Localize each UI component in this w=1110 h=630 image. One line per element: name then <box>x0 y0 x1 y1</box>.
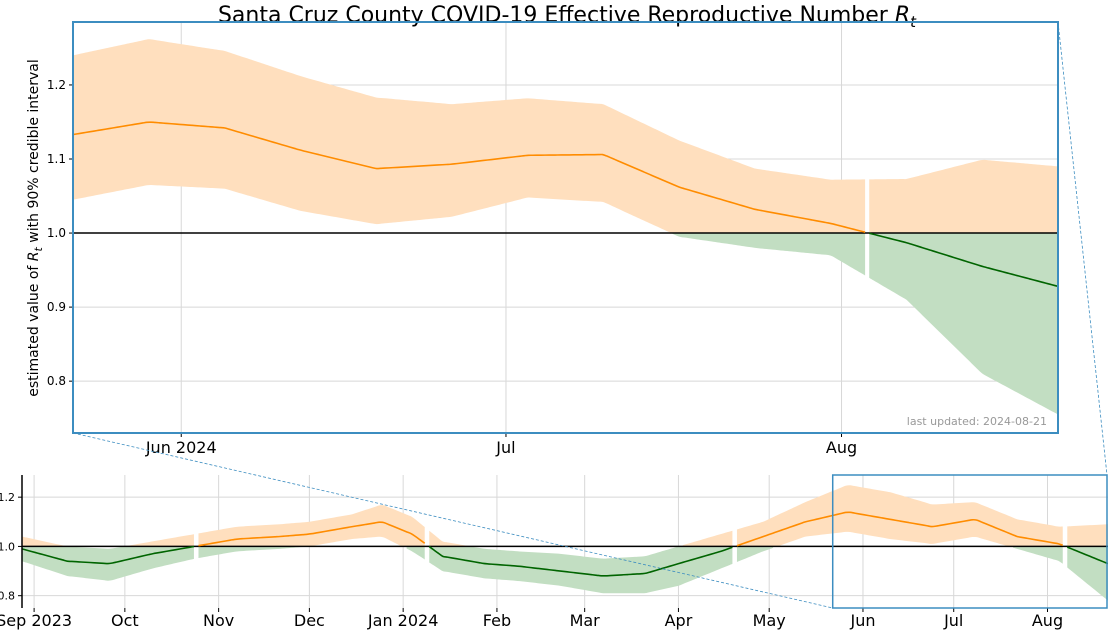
credible-band-lower <box>672 233 866 276</box>
x-tick-label: Aug <box>1032 611 1063 630</box>
x-tick-label: Jul <box>495 438 515 457</box>
zoom-connector-left <box>72 432 833 609</box>
credible-band-upper <box>429 530 470 547</box>
credible-band-lower <box>1012 546 1063 564</box>
credible-band-above <box>736 485 1063 547</box>
y-tick-label: 1.0 <box>0 540 15 553</box>
y-tick-label: 1.0 <box>47 226 66 240</box>
plot-frame <box>72 21 1059 434</box>
credible-band-lower <box>736 546 774 563</box>
credible-band-above <box>198 505 425 547</box>
chart-title: Santa Cruz County COVID-19 Effective Rep… <box>218 3 917 31</box>
credible-band-lower <box>198 546 308 559</box>
rt-line-above <box>73 121 866 233</box>
y-tick-label: 0.8 <box>47 374 66 388</box>
x-tick-label: Jul <box>943 611 963 630</box>
rt-line-above <box>198 521 426 547</box>
x-tick-label: Jun <box>849 611 875 630</box>
x-tick-label: Jun 2024 <box>145 438 217 457</box>
main-plot: Jun 2024 Jul Aug 0.8 0.9 1.0 1.1 1.2 <box>47 21 1059 457</box>
y-tick-label: 1.2 <box>47 78 66 92</box>
x-tick-label: Apr <box>665 611 693 630</box>
y-tick-label: 0.8 <box>0 590 15 603</box>
y-tick-label: 1.2 <box>0 491 15 504</box>
credible-band-above <box>73 39 866 234</box>
y-axis-label: estimated value of Rt with 90% credible … <box>26 59 45 397</box>
rt-line-below <box>869 232 1058 288</box>
credible-band-upper <box>22 536 68 547</box>
x-tick-label: May <box>753 611 786 630</box>
x-tick-label: Sep 2023 <box>0 611 72 630</box>
plot-content <box>22 485 1108 601</box>
credible-band-below <box>429 546 733 594</box>
x-tick-label: Aug <box>826 438 857 457</box>
zoom-connectors <box>72 21 1108 609</box>
overview-plot: Sep 2023 Oct Nov Dec Jan 2024 Feb Mar Apr May Jun… <box>0 475 1108 630</box>
rt-line-below <box>428 545 733 577</box>
rt-line-above <box>736 511 1064 547</box>
y-tick-label: 1.1 <box>47 152 66 166</box>
x-tick-label: Nov <box>203 611 234 630</box>
last-updated-note: last updated: 2024-08-21 <box>907 415 1047 428</box>
x-tick-label: Feb <box>483 611 511 630</box>
x-tick-label: Dec <box>294 611 325 630</box>
x-tick-label: Jan 2024 <box>367 611 438 630</box>
plot-content <box>73 39 1058 415</box>
credible-band-upper <box>682 530 733 547</box>
x-tick-label: Mar <box>570 611 601 630</box>
credible-band-upper <box>869 159 1058 234</box>
credible-band-lower <box>406 546 425 560</box>
zoom-window <box>831 474 1108 609</box>
rt-line-below <box>1066 546 1108 565</box>
y-tick-label: 0.9 <box>47 300 66 314</box>
credible-band-upper <box>1067 524 1108 547</box>
credible-band-upper <box>126 534 194 547</box>
credible-band-below <box>869 233 1058 415</box>
zoom-connector-right <box>1057 21 1108 476</box>
rt-line-below <box>22 545 195 565</box>
x-tick-label: Oct <box>111 611 139 630</box>
